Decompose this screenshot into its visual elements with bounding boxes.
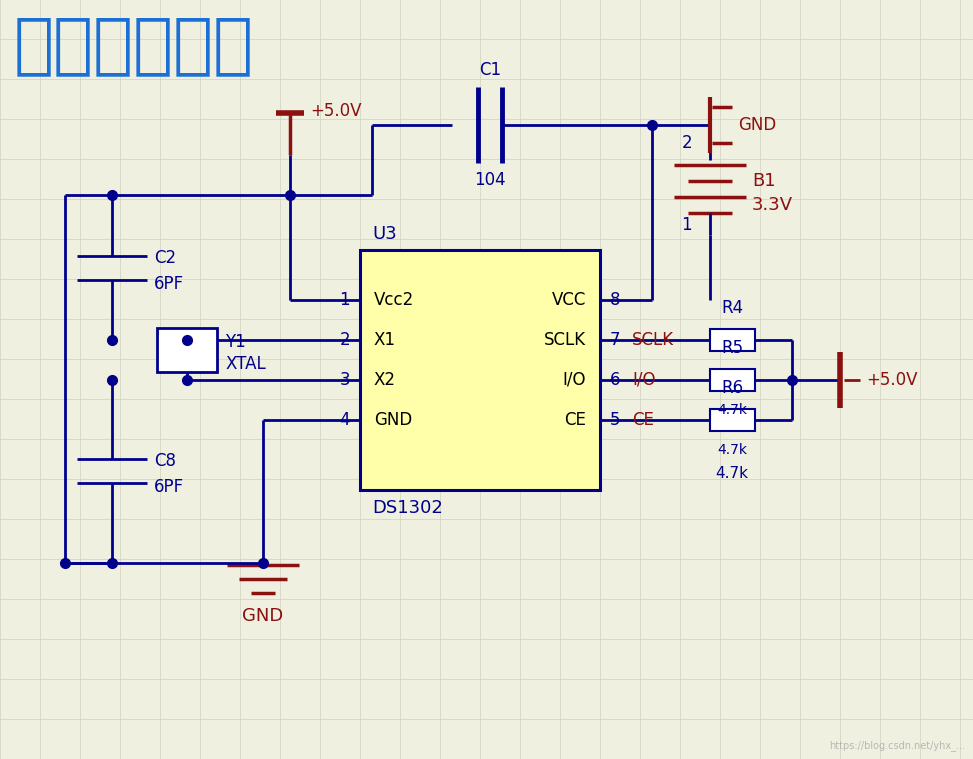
Text: Vcc2: Vcc2 bbox=[374, 291, 414, 309]
Text: 6PF: 6PF bbox=[154, 275, 184, 293]
Text: 2: 2 bbox=[340, 331, 350, 349]
Text: SCLK: SCLK bbox=[544, 331, 586, 349]
Text: 1: 1 bbox=[340, 291, 350, 309]
Text: 4.7k: 4.7k bbox=[715, 467, 748, 481]
Text: C2: C2 bbox=[154, 249, 176, 267]
Text: I/O: I/O bbox=[632, 371, 656, 389]
Text: 6PF: 6PF bbox=[154, 478, 184, 496]
Bar bbox=[360, 250, 600, 490]
Text: U3: U3 bbox=[372, 225, 397, 243]
Text: I/O: I/O bbox=[562, 371, 586, 389]
Text: GND: GND bbox=[738, 116, 776, 134]
Text: 芯片授时模块: 芯片授时模块 bbox=[14, 12, 254, 78]
Text: 4: 4 bbox=[340, 411, 350, 429]
Text: X1: X1 bbox=[374, 331, 396, 349]
Text: DS1302: DS1302 bbox=[372, 499, 443, 517]
Text: +5.0V: +5.0V bbox=[310, 102, 362, 120]
Text: B1: B1 bbox=[752, 172, 775, 190]
Text: C1: C1 bbox=[479, 61, 501, 79]
Text: 4.7k: 4.7k bbox=[717, 443, 747, 457]
Text: C8: C8 bbox=[154, 452, 176, 470]
Text: SCLK: SCLK bbox=[632, 331, 674, 349]
Text: VCC: VCC bbox=[552, 291, 586, 309]
Text: 3: 3 bbox=[340, 371, 350, 389]
Text: GND: GND bbox=[374, 411, 413, 429]
Text: https://blog.csdn.net/yhx_...: https://blog.csdn.net/yhx_... bbox=[829, 740, 965, 751]
Text: 104: 104 bbox=[474, 171, 506, 189]
Text: X2: X2 bbox=[374, 371, 396, 389]
Text: +5.0V: +5.0V bbox=[866, 371, 918, 389]
Text: 8: 8 bbox=[610, 291, 621, 309]
Text: 7: 7 bbox=[610, 331, 621, 349]
Text: CE: CE bbox=[632, 411, 654, 429]
Bar bbox=[710, 369, 755, 391]
Text: 4.7k: 4.7k bbox=[717, 403, 747, 417]
Text: 1: 1 bbox=[681, 216, 692, 234]
Text: CE: CE bbox=[564, 411, 586, 429]
Text: R4: R4 bbox=[721, 299, 743, 317]
Text: GND: GND bbox=[242, 607, 283, 625]
Bar bbox=[157, 328, 217, 372]
Text: 5: 5 bbox=[610, 411, 621, 429]
Text: 2: 2 bbox=[681, 134, 692, 152]
Bar bbox=[710, 329, 755, 351]
Text: XTAL: XTAL bbox=[225, 355, 266, 373]
Text: 6: 6 bbox=[610, 371, 621, 389]
Bar bbox=[710, 409, 755, 431]
Text: R5: R5 bbox=[721, 339, 743, 357]
Text: Y1: Y1 bbox=[225, 333, 246, 351]
Text: R6: R6 bbox=[721, 379, 743, 397]
Text: 3.3V: 3.3V bbox=[752, 196, 793, 214]
